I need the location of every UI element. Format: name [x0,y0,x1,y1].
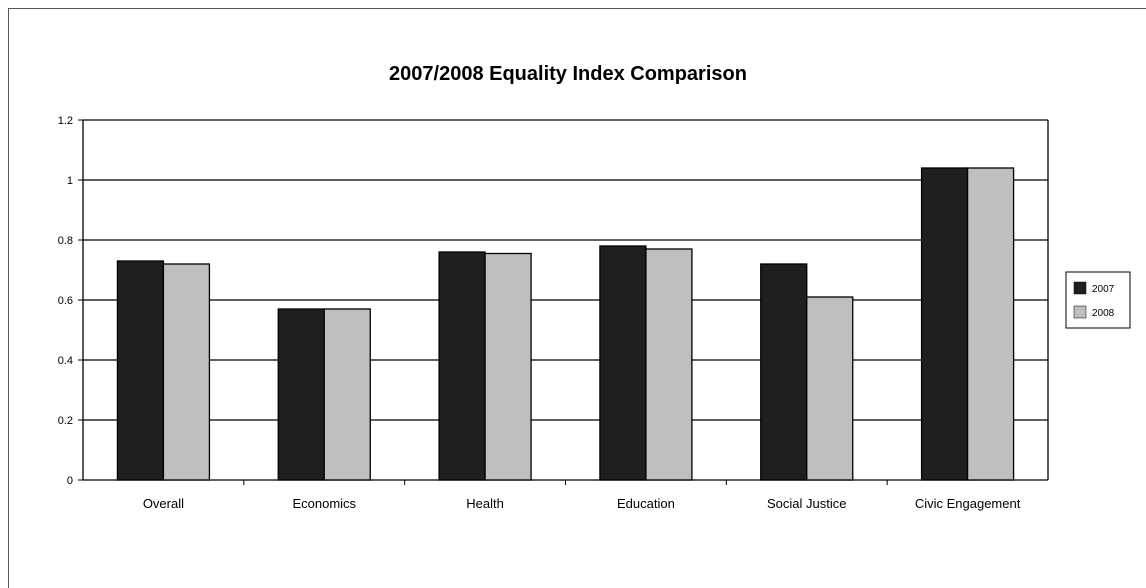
legend-swatch-2008 [1073,305,1087,319]
bar-2007-health [438,251,486,481]
x-tick-label: Education [617,496,675,511]
bar-2008-education [645,248,693,481]
bar-2007-education [599,245,647,481]
y-tick-label: 0.8 [58,235,73,247]
gridlines [82,119,1049,481]
legend-box [1065,271,1131,329]
bar-chart: 2007/2008 Equality Index Comparison 0 0.2… [58,63,1131,511]
y-tick-label: 1 [67,175,73,187]
y-axis-ticks: 0 0.2 0.4 0.6 0.8 1 1.2 [58,115,83,487]
x-tick-label: Civic Engagement [915,496,1021,511]
legend-label-2007: 2007 [1092,284,1115,295]
bar-2008-economics [323,308,371,481]
legend-swatch-2007 [1073,281,1087,295]
bar-2008-health [484,252,532,481]
bar-2008-civic-engagement [966,167,1015,481]
x-tick-label: Social Justice [767,496,846,511]
bar-2008-overall [162,263,211,481]
y-tick-label: 0.2 [58,415,73,427]
y-tick-label: 1.2 [58,115,73,127]
x-axis-ticks: Overall Economics Health Education Social Ju… [143,480,1021,511]
y-tick-label: 0.4 [58,355,73,367]
legend: 2007 2008 [1065,271,1131,329]
chart-title: 2007/2008 Equality Index Comparison [389,63,747,85]
bar-2007-social-justice [760,263,808,481]
bar-2008-social-justice [806,296,854,481]
bar-2007-civic-engagement [920,167,969,481]
x-tick-label: Overall [143,496,184,511]
bar-2007-economics [277,308,325,481]
chart-frame [8,8,1146,588]
x-tick-label: Health [466,496,504,511]
bars [116,167,1015,481]
legend-label-2008: 2008 [1092,308,1115,319]
y-tick-label: 0 [67,475,73,487]
x-tick-label: Economics [292,496,356,511]
y-tick-label: 0.6 [58,295,73,307]
bar-2007-overall [116,260,165,481]
